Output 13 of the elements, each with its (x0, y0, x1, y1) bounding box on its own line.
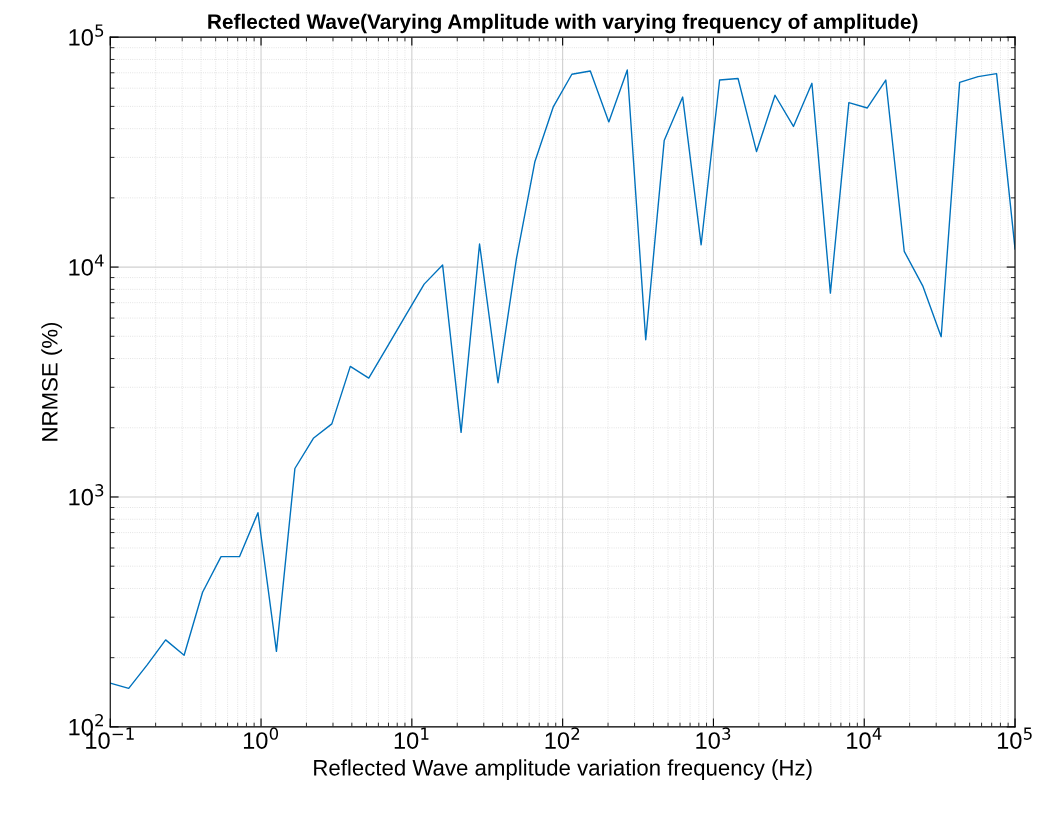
chart-title: Reflected Wave(Varying Amplitude with varying frequency of amplitude) (208, 13, 918, 34)
x-tick-label: 10$^{1}$ (394, 727, 429, 749)
x-tick-label: 10$^{2}$ (545, 727, 580, 749)
y-axis-title: NRMSE (%) (41, 322, 63, 441)
y-tick-label: 10$^{3}$ (69, 484, 104, 506)
x-tick-label: 10$^{5}$ (997, 727, 1032, 749)
x-tick-label: 10$^{4}$ (847, 727, 882, 749)
x-tick-label: 10$^{3}$ (696, 727, 731, 749)
y-tick-label: 10$^{5}$ (69, 24, 104, 46)
line-series (110, 69, 1016, 690)
x-axis-title: Reflected Wave amplitude variation frequency (Hz) (314, 759, 812, 781)
x-tick-label: 10$^{0}$ (243, 727, 279, 749)
y-tick-label: 10$^{4}$ (69, 254, 104, 276)
